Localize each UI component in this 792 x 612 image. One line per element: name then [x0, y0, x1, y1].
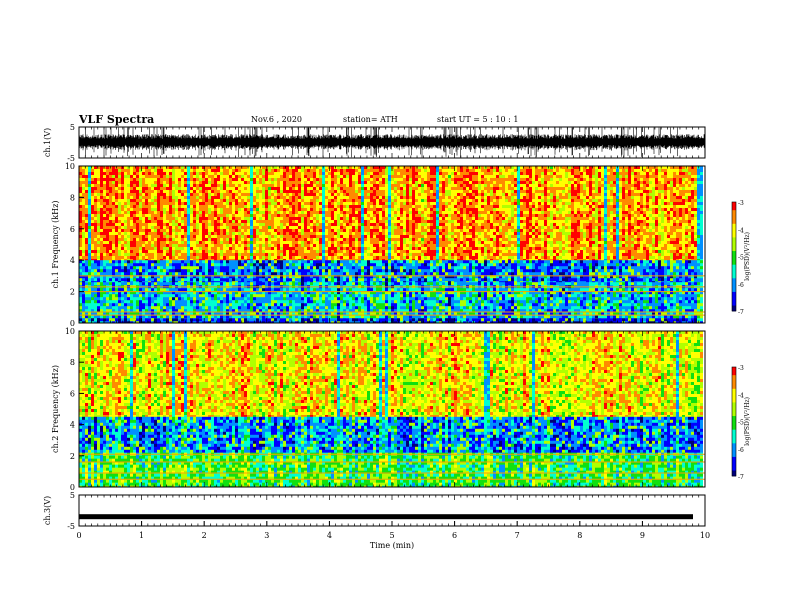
x-minor-ticks-3 [79, 495, 705, 526]
colorbar-label: log(PSD)(V²/Hz) [744, 232, 751, 281]
y-tick-label: 5 [70, 491, 75, 500]
x-tick-label: 9 [640, 531, 645, 540]
y-tick-label: 2 [70, 452, 75, 461]
y-tick-label: 6 [70, 225, 75, 234]
colorbar-tick-label: -3 [738, 200, 744, 207]
y-axis-label: ch.1 Frequency (kHz) [51, 201, 60, 289]
x-tick-label: 0 [76, 531, 81, 540]
waveform-ch3: 5 -5 ch.3(V) 0 1 2 3 4 5 6 7 8 9 10 Time (min) [43, 491, 710, 550]
y-tick-label: 10 [65, 327, 75, 336]
y-tick-label: -5 [67, 154, 75, 163]
y-tick-label: 8 [70, 193, 75, 202]
x-tick-label: 4 [327, 531, 332, 540]
waveform-trace [79, 514, 693, 519]
x-tick-label: 2 [202, 531, 207, 540]
colorbar-tick-label: -6 [738, 282, 744, 289]
y-axis-label: ch.1(V) [43, 128, 52, 157]
x-tick-label: 3 [264, 531, 269, 540]
waveform-ch1: 5 -5 ch.1(V) [43, 123, 705, 163]
x-tick-label: 5 [389, 531, 394, 540]
y-tick-label: 5 [70, 123, 75, 132]
colorbar-tick-label: -7 [738, 474, 744, 481]
colorbar-tick-label: -7 [738, 309, 744, 316]
y-tick-label: 8 [70, 358, 75, 367]
y-tick-label: 6 [70, 389, 75, 398]
colorbar-tick-label: -3 [738, 365, 744, 372]
y-axis-label: ch.2 Frequency (kHz) [51, 365, 60, 453]
y-tick-label: 10 [65, 162, 75, 171]
y-tick-label: 4 [70, 256, 75, 265]
y-tick-label: 2 [70, 288, 75, 297]
x-tick-label: 6 [452, 531, 457, 540]
x-tick-label: 10 [700, 531, 710, 540]
y-tick-label: 4 [70, 421, 75, 430]
y-axis-label: ch.3(V) [43, 496, 52, 525]
waveform-trace [79, 128, 705, 158]
x-tick-label: 1 [139, 531, 144, 540]
x-axis-label: Time (min) [370, 541, 414, 550]
colorbar-tick-label: -6 [738, 447, 744, 454]
x-tick-label: 7 [515, 531, 520, 540]
colorbar-label: log(PSD)(V²/Hz) [744, 397, 751, 446]
y-tick-label: -5 [67, 522, 75, 531]
x-tick-label: 8 [577, 531, 582, 540]
